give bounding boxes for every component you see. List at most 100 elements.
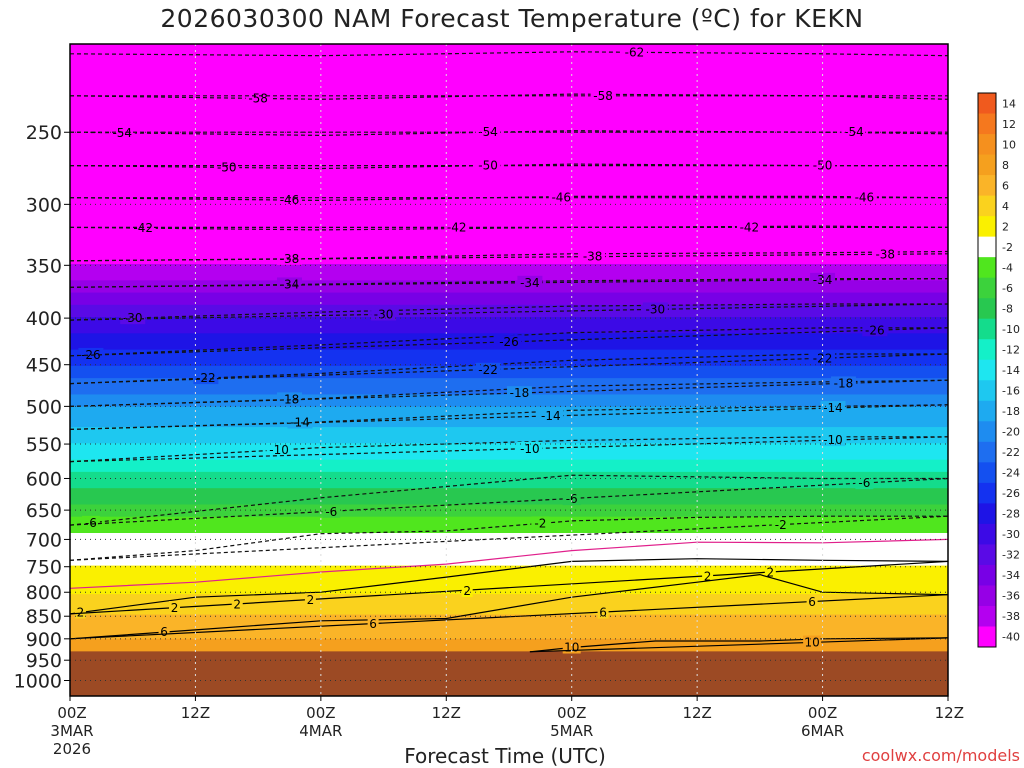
colorbar-label: -4 xyxy=(1002,261,1013,274)
colorbar-swatch xyxy=(978,482,996,504)
contour-label: -30 xyxy=(374,307,394,321)
contour-label: -14 xyxy=(541,409,561,423)
field-band xyxy=(70,247,948,253)
contour-line xyxy=(70,474,948,526)
field-band xyxy=(70,410,948,416)
field-band xyxy=(70,162,948,167)
contour-label-bg xyxy=(245,91,271,105)
contour-label: -10 xyxy=(269,443,289,457)
colorbar-swatch xyxy=(978,441,996,463)
plot-frame xyxy=(69,43,949,697)
field-band xyxy=(70,317,948,322)
colorbar-label: -38 xyxy=(1002,610,1020,623)
field-band xyxy=(70,129,948,135)
field-band xyxy=(70,149,948,155)
contour-label: -14 xyxy=(823,401,843,415)
field-band xyxy=(70,223,948,228)
field-band xyxy=(70,239,948,245)
field-band xyxy=(70,594,948,599)
field-band xyxy=(70,374,948,379)
contour-label: -58 xyxy=(593,89,613,103)
colorbar-swatch xyxy=(978,585,996,607)
contour-line xyxy=(70,404,948,430)
contour-label-bg xyxy=(820,401,846,415)
field-band xyxy=(70,622,948,628)
colorbar-label: -14 xyxy=(1002,364,1020,377)
contour-label: -58 xyxy=(248,91,268,105)
colorbar-label: -18 xyxy=(1002,405,1020,418)
contour-label-bg xyxy=(590,88,616,102)
field-band xyxy=(70,382,948,387)
field-band xyxy=(70,170,948,175)
contour-label: -6 xyxy=(566,492,578,506)
field-band xyxy=(70,113,948,118)
field-band xyxy=(70,190,948,196)
colorbar-swatch xyxy=(978,257,996,279)
contour-label: -34 xyxy=(280,277,300,291)
contour-line xyxy=(70,278,948,288)
contour-label-bg xyxy=(841,125,867,139)
contour-label-bg xyxy=(475,125,501,139)
field-band xyxy=(70,549,948,554)
field-band xyxy=(70,64,948,70)
contour-label-bg xyxy=(475,158,501,172)
colorbar-swatch xyxy=(978,605,996,627)
contour-label-bg xyxy=(621,45,647,59)
field-band xyxy=(70,630,948,636)
contour-label-bg xyxy=(851,190,877,204)
colorbar-label: -16 xyxy=(1002,385,1020,398)
field-band xyxy=(70,365,948,371)
contour-label-bg xyxy=(597,605,609,619)
colorbar-swatch xyxy=(978,544,996,566)
contour-label: -18 xyxy=(510,386,530,400)
colorbar-label: -6 xyxy=(1002,282,1013,295)
contour-label: -46 xyxy=(855,191,875,205)
field-band xyxy=(70,431,948,436)
y-tick-label: 600 xyxy=(26,468,62,490)
field-band xyxy=(70,414,948,420)
field-band xyxy=(70,524,948,530)
contour-label-bg xyxy=(506,386,532,400)
contour-label-bg xyxy=(158,625,170,639)
colorbar-label: -40 xyxy=(1002,631,1020,644)
contour-label: -30 xyxy=(123,311,143,325)
contour-label: -6 xyxy=(325,505,337,519)
contour-line xyxy=(529,637,948,653)
contour-label: 2 xyxy=(307,593,315,607)
field-band xyxy=(70,427,948,432)
field-band xyxy=(70,227,948,233)
contour-label: 10 xyxy=(804,635,819,649)
contour-label-bg xyxy=(277,193,302,207)
contour-label-bg xyxy=(872,247,898,261)
field-band xyxy=(70,533,948,538)
y-tick-label: 550 xyxy=(26,434,62,456)
field-band xyxy=(70,353,948,359)
field-band xyxy=(70,581,948,587)
colorbar-swatch xyxy=(978,564,996,586)
y-tick-label: 450 xyxy=(26,355,62,377)
x-tick-year: 2026 xyxy=(53,740,91,758)
contour-label-bg xyxy=(764,565,776,579)
colorbar-swatch xyxy=(978,421,996,443)
contour-label: 2 xyxy=(704,569,712,583)
contour-label: -6 xyxy=(85,516,97,530)
field-band xyxy=(70,475,948,481)
y-tick-label: 250 xyxy=(26,122,62,144)
contour-line xyxy=(70,93,948,100)
credit-link[interactable]: coolwx.com/models xyxy=(861,746,1020,765)
colorbar-swatch xyxy=(978,400,996,422)
colorbar-label: 8 xyxy=(1002,159,1009,172)
field-band xyxy=(70,268,948,273)
field-band xyxy=(70,626,948,632)
field-band xyxy=(70,508,948,514)
contour-label-bg xyxy=(855,476,874,490)
contour-label: -26 xyxy=(81,348,101,362)
field-band xyxy=(70,520,948,526)
colorbar-label: 6 xyxy=(1002,179,1009,192)
field-band xyxy=(70,541,948,546)
contour-label-bg xyxy=(371,307,397,321)
colorbar-label: 14 xyxy=(1002,97,1016,110)
field-band xyxy=(70,537,948,542)
field-band xyxy=(70,459,948,465)
